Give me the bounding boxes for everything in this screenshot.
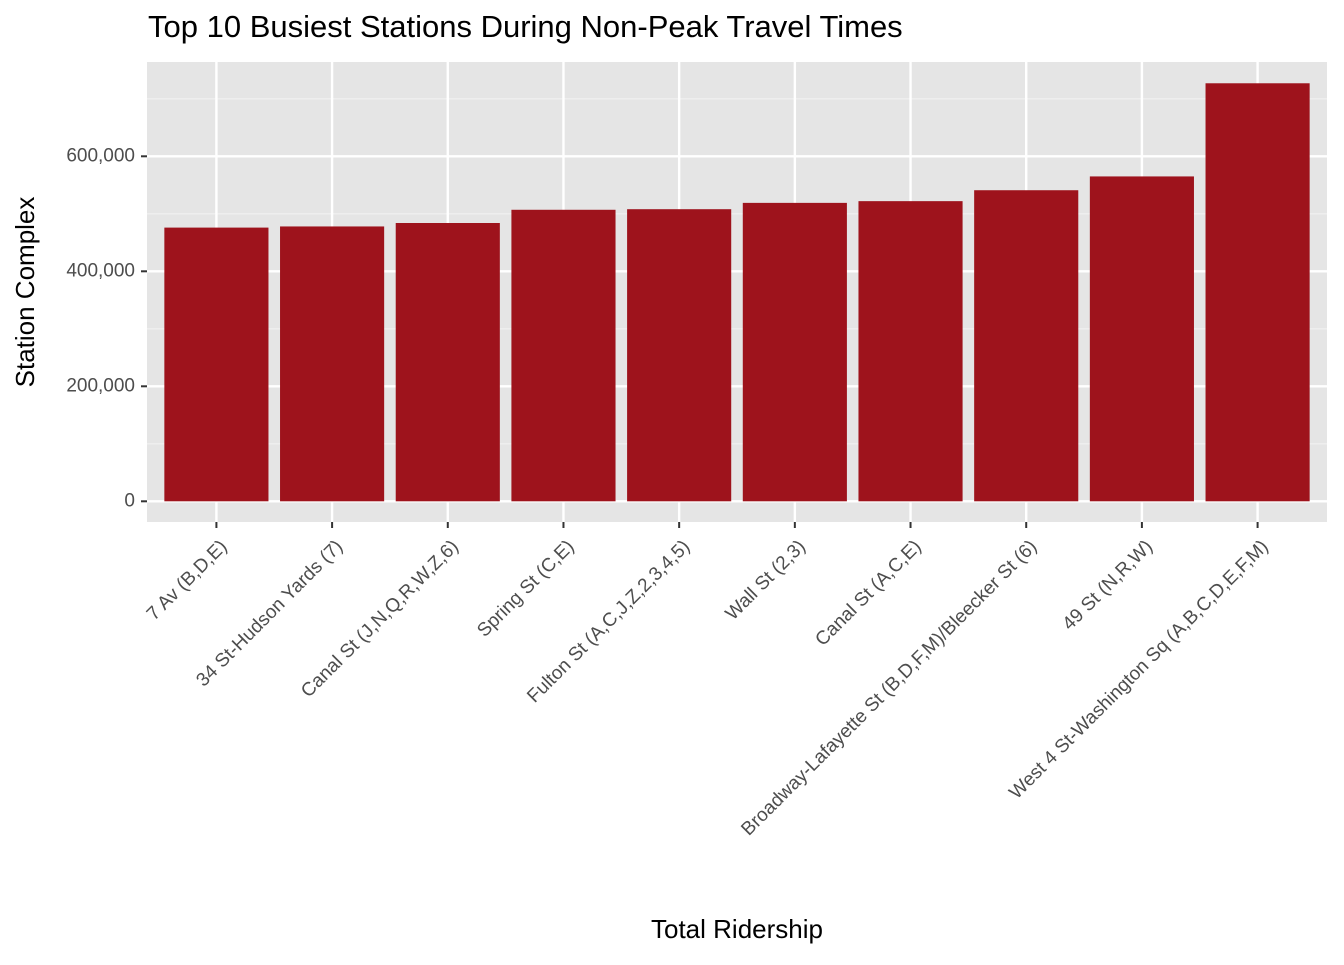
x-tick-label: 49 St (N,R,W) xyxy=(1059,536,1157,634)
bar xyxy=(974,190,1079,502)
bar xyxy=(395,223,500,502)
x-tick-label: 7 Av (B,D,E) xyxy=(143,536,232,625)
bar xyxy=(742,202,847,502)
x-tick-label: West 4 St-Washington Sq (A,B,C,D,E,F,M) xyxy=(1005,536,1272,803)
chart-title: Top 10 Busiest Stations During Non-Peak … xyxy=(148,9,903,44)
x-tick-label: Spring St (C,E) xyxy=(473,536,578,641)
bar xyxy=(1205,83,1310,502)
bar xyxy=(280,226,385,502)
y-tick-label: 600,000 xyxy=(66,145,135,166)
y-tick-label: 400,000 xyxy=(66,260,135,281)
x-axis-title: Total Ridership xyxy=(651,914,823,944)
y-axis-title: Station Complex xyxy=(10,197,40,388)
bar xyxy=(1089,176,1194,502)
bar xyxy=(511,209,616,502)
y-tick-label: 200,000 xyxy=(66,375,135,396)
bar xyxy=(858,201,963,502)
y-tick-label: 0 xyxy=(124,490,135,511)
x-tick-label: Wall St (2,3) xyxy=(722,536,810,624)
bar xyxy=(164,227,269,502)
x-tick-label: Canal St (A,C,E) xyxy=(811,536,925,650)
bar xyxy=(627,209,732,502)
